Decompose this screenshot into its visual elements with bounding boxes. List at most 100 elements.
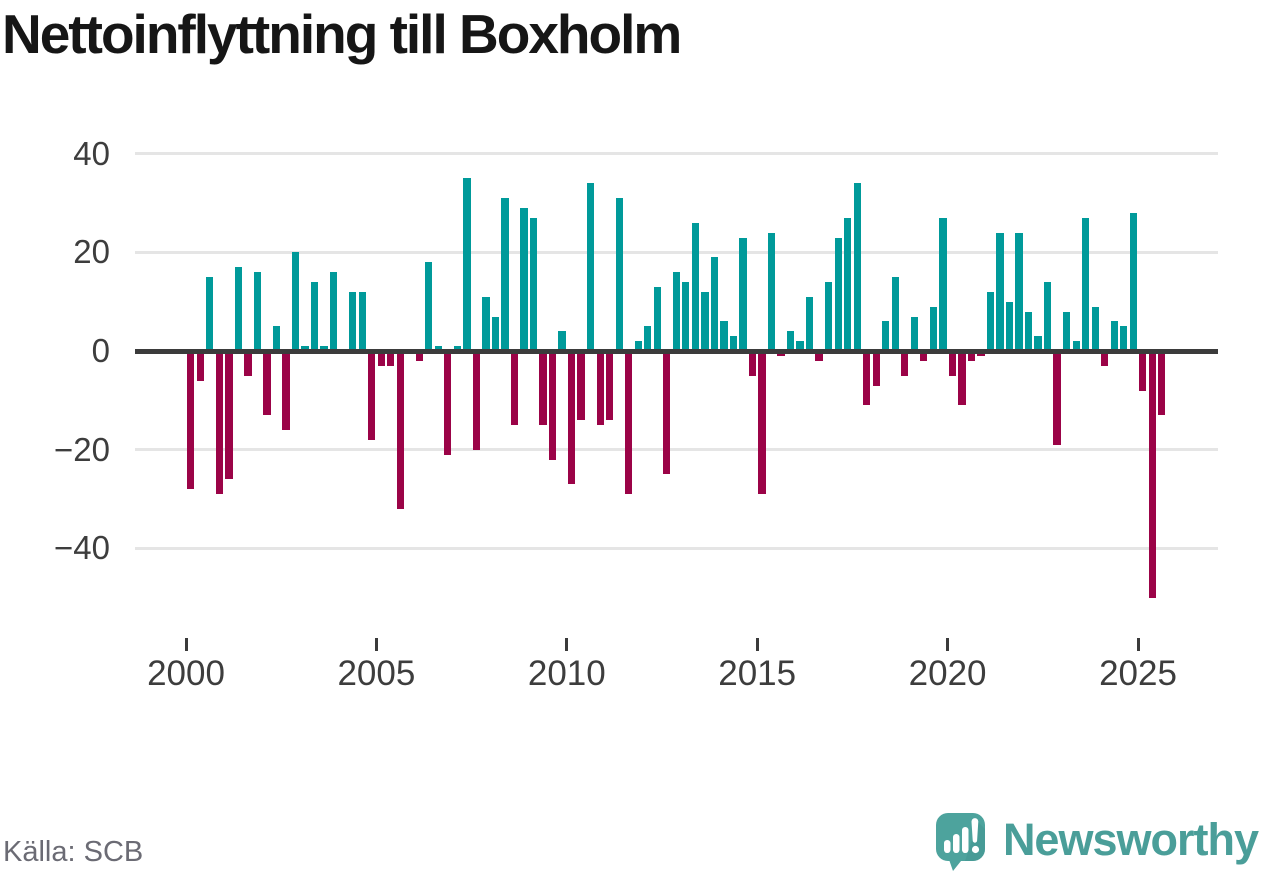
newsworthy-wordmark: Newsworthy	[1002, 814, 1259, 865]
bar-2022-q1	[1024, 311, 1033, 351]
newsworthy-icon	[935, 813, 985, 871]
bar-2015-q1	[758, 351, 766, 495]
bar-2008-q4	[520, 207, 528, 351]
gridline-y40	[135, 152, 1218, 156]
bar-2023-q4	[1091, 306, 1099, 351]
x-axis-tick-2020	[946, 638, 950, 651]
bar-2019-q2	[920, 351, 928, 361]
bar-2005-q1	[377, 351, 385, 366]
bar-2006-q2	[425, 262, 433, 351]
bar-2001-q1	[225, 351, 233, 480]
bar-2000-q3	[206, 277, 214, 351]
bar-2013-q3	[701, 291, 709, 351]
y-axis-label: −40	[54, 529, 110, 567]
bar-2007-q3	[472, 351, 481, 450]
source-caption: Källa: SCB	[3, 836, 144, 868]
bar-2016-q4	[824, 281, 833, 351]
bar-2019-q4	[939, 217, 947, 351]
bar-2025-q3	[1158, 351, 1166, 416]
bar-2003-q2	[310, 281, 319, 351]
bar-2013-q1	[682, 281, 690, 351]
bar-2018-q3	[891, 277, 899, 351]
bar-2002-q4	[291, 252, 300, 351]
bar-2020-q3	[967, 351, 976, 361]
bar-2012-q4	[672, 272, 680, 351]
x-axis-tick-2000	[184, 638, 188, 651]
bar-2001-q2	[234, 267, 243, 351]
gridline-y-40	[135, 546, 1218, 550]
bar-2011-q4	[634, 341, 642, 351]
x-axis-label-2020: 2020	[908, 654, 987, 693]
y-axis-label: 40	[73, 134, 110, 172]
chart-title: Nettoinflyttning till Boxholm	[2, 3, 682, 65]
bar-2014-q4	[748, 351, 757, 376]
bar-2010-q3	[586, 183, 595, 351]
bar-2013-q4	[710, 257, 719, 351]
bar-2015-q2	[767, 232, 776, 351]
y-axis-label: 0	[91, 332, 110, 369]
bar-2008-q2	[501, 198, 509, 351]
newsworthy-logo: Newsworthy	[931, 809, 1259, 871]
bar-2012-q2	[653, 286, 661, 351]
bar-2004-q4	[368, 351, 376, 440]
x-axis-tick-2005	[374, 638, 378, 651]
bar-2005-q3	[396, 351, 404, 509]
bar-2021-q1	[986, 291, 995, 351]
bar-2015-q4	[786, 331, 795, 351]
bar-2002-q2	[272, 326, 281, 351]
bar-2024-q3	[1120, 326, 1128, 351]
bar-2014-q2	[729, 336, 738, 351]
bar-2023-q1	[1062, 311, 1071, 351]
bar-2011-q2	[615, 198, 623, 351]
x-axis-tick-2010	[565, 638, 569, 651]
x-axis-label-2005: 2005	[337, 654, 416, 693]
bar-2013-q2	[691, 222, 700, 351]
gridline-y-20	[135, 448, 1218, 452]
bar-2019-q3	[929, 306, 938, 351]
bar-2022-q4	[1053, 351, 1061, 445]
bar-2018-q4	[901, 351, 909, 376]
bar-2022-q2	[1034, 336, 1042, 351]
x-axis-label-2025: 2025	[1099, 654, 1177, 693]
y-axis-label: 20	[73, 233, 110, 271]
bar-2014-q3	[739, 237, 747, 351]
bar-2021-q3	[1005, 301, 1014, 351]
bar-2011-q1	[606, 351, 614, 421]
bar-2000-q1	[187, 351, 195, 490]
bar-2003-q4	[329, 272, 338, 351]
x-axis-label-2000: 2000	[147, 654, 225, 693]
gridline-y20	[135, 250, 1218, 254]
bar-2008-q3	[510, 351, 519, 425]
bar-2010-q2	[577, 351, 585, 421]
bar-2023-q3	[1082, 217, 1090, 351]
bar-2004-q3	[358, 291, 366, 351]
bar-2019-q1	[910, 316, 918, 351]
bar-2007-q4	[482, 296, 490, 351]
bar-2006-q1	[415, 351, 423, 361]
bar-2004-q2	[348, 291, 357, 351]
bar-2001-q4	[253, 272, 262, 351]
x-axis-tick-2015	[755, 638, 759, 651]
bar-2002-q3	[282, 351, 290, 430]
bar-2007-q2	[463, 178, 471, 351]
bar-2022-q3	[1043, 281, 1052, 351]
bar-2016-q1	[796, 341, 804, 351]
bar-2025-q1	[1139, 351, 1147, 391]
y-axis-label: −20	[54, 430, 110, 468]
x-axis-label-2010: 2010	[527, 654, 606, 693]
bar-2020-q2	[958, 351, 966, 406]
bar-2006-q4	[444, 351, 452, 455]
bar-2010-q4	[596, 351, 604, 425]
bar-2023-q2	[1072, 341, 1080, 351]
bar-2009-q2	[539, 351, 547, 425]
bar-2012-q1	[644, 326, 652, 351]
bar-2017-q2	[844, 217, 852, 351]
bar-2021-q4	[1015, 232, 1023, 351]
bar-2017-q4	[863, 351, 871, 406]
bar-2025-q2	[1148, 351, 1156, 598]
bar-2010-q1	[567, 351, 576, 485]
bar-2018-q1	[872, 351, 880, 386]
bar-2001-q3	[244, 351, 252, 376]
bar-2009-q3	[548, 351, 557, 460]
